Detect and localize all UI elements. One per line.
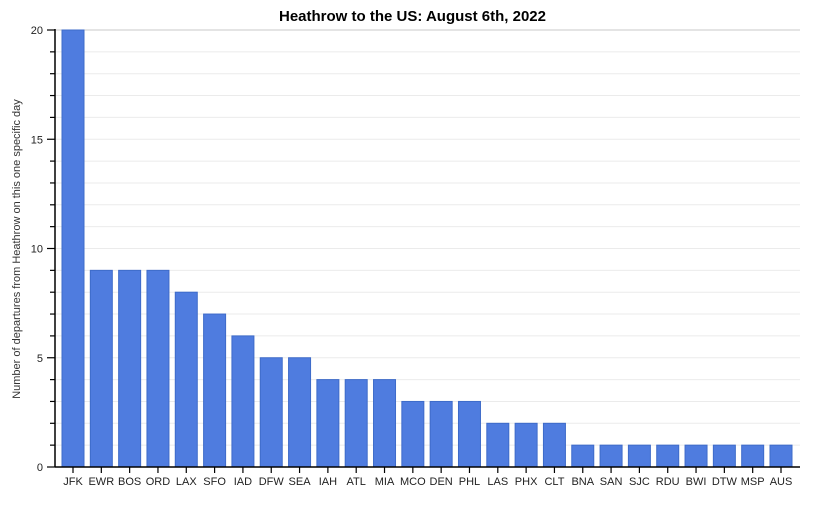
- x-tick-label: EWR: [88, 476, 114, 488]
- bar-MSP: [741, 444, 765, 468]
- chart-title: Heathrow to the US: August 6th, 2022: [279, 8, 546, 25]
- bar-BNA: [571, 444, 595, 468]
- bar-BWI: [684, 444, 708, 468]
- bar-CLT: [542, 422, 566, 468]
- bar-LAS: [486, 422, 510, 468]
- x-tick-label: SEA: [289, 476, 312, 488]
- bar-LAX: [174, 291, 198, 468]
- x-tick-label: SAN: [600, 476, 623, 488]
- bar-SAN: [599, 444, 623, 468]
- bar-JFK: [61, 29, 85, 468]
- x-tick-label: BOS: [118, 476, 141, 488]
- y-tick-label: 10: [31, 244, 43, 256]
- x-tick-label: DTW: [712, 476, 738, 488]
- bar-AUS: [769, 444, 793, 468]
- x-tick-label: PHX: [515, 476, 538, 488]
- x-tick-label: ATL: [347, 476, 366, 488]
- bar-EWR: [89, 269, 113, 468]
- bar-ORD: [146, 269, 170, 468]
- x-tick-label: AUS: [770, 476, 793, 488]
- x-tick-label: PHL: [459, 476, 480, 488]
- bar-PHX: [514, 422, 538, 468]
- bar-MCO: [401, 400, 425, 468]
- y-axis-label: Number of departures from Heathrow on th…: [11, 99, 23, 399]
- x-tick-label: MIA: [375, 476, 395, 488]
- x-tick-label: IAD: [234, 476, 252, 488]
- bar-IAD: [231, 335, 255, 468]
- y-tick-label: 0: [37, 462, 43, 474]
- x-tick-label: LAX: [176, 476, 197, 488]
- bar-RDU: [656, 444, 680, 468]
- bar-SJC: [627, 444, 651, 468]
- x-tick-label: MCO: [400, 476, 426, 488]
- x-tick-label: MSP: [741, 476, 765, 488]
- x-tick-label: ORD: [146, 476, 171, 488]
- y-tick-label: 5: [37, 353, 43, 365]
- x-tick-label: JFK: [63, 476, 83, 488]
- bar-PHL: [457, 400, 481, 468]
- bar-MIA: [373, 379, 397, 468]
- x-tick-label: IAH: [319, 476, 337, 488]
- bar-DTW: [712, 444, 736, 468]
- x-tick-label: SFO: [203, 476, 226, 488]
- y-tick-label: 20: [31, 25, 43, 37]
- x-tick-label: RDU: [656, 476, 680, 488]
- bar-DEN: [429, 400, 453, 468]
- bar-SEA: [288, 357, 312, 468]
- x-tick-label: BNA: [571, 476, 594, 488]
- bar-ATL: [344, 379, 368, 468]
- x-tick-label: CLT: [544, 476, 564, 488]
- y-tick-label: 15: [31, 134, 43, 146]
- x-tick-label: DEN: [430, 476, 453, 488]
- bar-DFW: [259, 357, 283, 468]
- bar-IAH: [316, 379, 340, 468]
- bar-SFO: [203, 313, 227, 468]
- x-tick-label: SJC: [629, 476, 650, 488]
- x-tick-label: BWI: [686, 476, 707, 488]
- x-tick-label: DFW: [259, 476, 285, 488]
- bar-BOS: [118, 269, 142, 468]
- x-tick-label: LAS: [487, 476, 508, 488]
